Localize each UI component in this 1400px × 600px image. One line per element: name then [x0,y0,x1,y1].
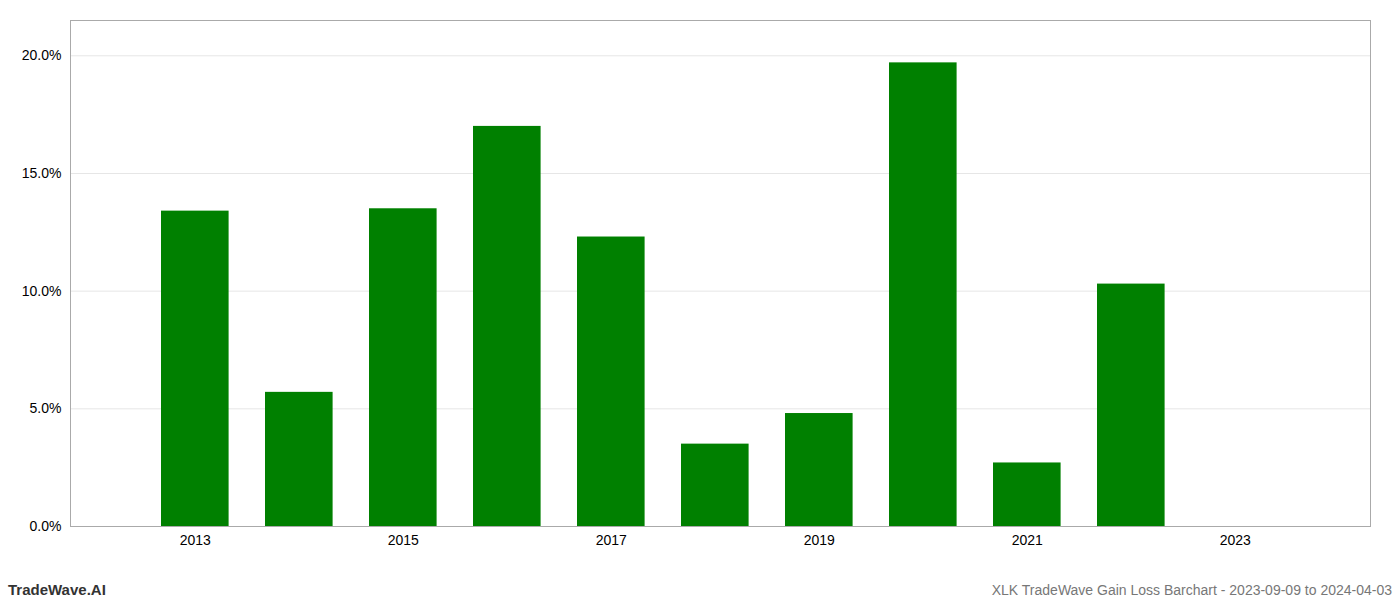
svg-text:5.0%: 5.0% [30,400,62,416]
svg-text:2017: 2017 [596,532,627,548]
svg-text:2019: 2019 [804,532,835,548]
svg-text:2013: 2013 [180,532,211,548]
svg-text:2021: 2021 [1012,532,1043,548]
svg-text:2015: 2015 [388,532,419,548]
svg-text:0.0%: 0.0% [30,518,62,534]
svg-text:2023: 2023 [1220,532,1251,548]
svg-text:10.0%: 10.0% [22,283,62,299]
html-text:XLK TradeWave Gain Loss Barcha: XLK TradeWave Gain Loss Barchart - 2023-… [991,582,1392,598]
svg-text:20.0%: 20.0% [22,47,62,63]
svg-text:15.0%: 15.0% [22,165,62,181]
html-text:TradeWave.AI: TradeWave.AI [8,581,106,598]
